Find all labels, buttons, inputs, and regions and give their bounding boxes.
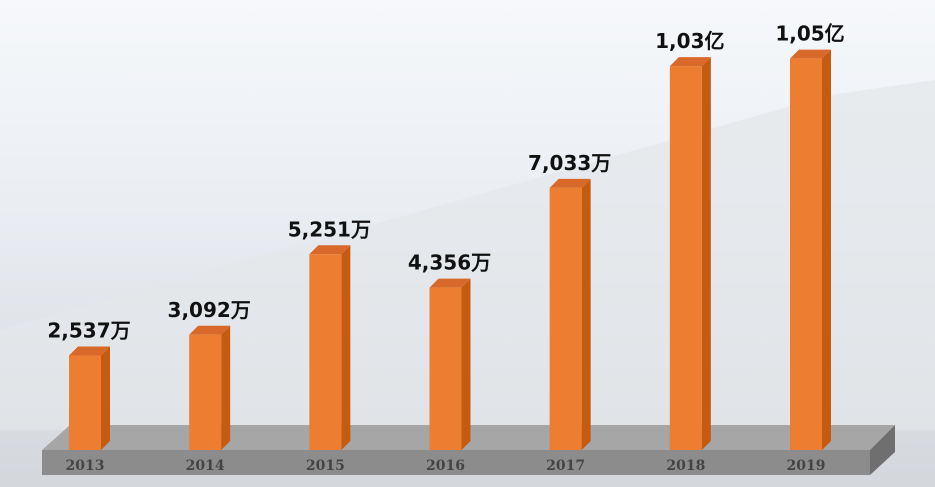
value-label: 4,356万 [408,251,491,275]
bar-top [309,245,351,255]
x-tick-label: 2017 [546,458,585,474]
x-tick-label: 2016 [426,458,465,474]
bar-side [341,245,351,450]
bar-top [790,49,831,59]
bar-side [221,325,231,450]
bar-side [461,278,471,450]
bar-top [189,325,231,335]
bar-top [429,278,471,288]
bar [189,325,231,450]
value-label: 7,033万 [528,151,611,175]
bar-front [189,334,222,450]
x-tick-label: 2019 [787,458,826,474]
bar [69,346,110,450]
value-label: 1,03亿 [655,29,724,53]
value-label: 3,092万 [168,298,251,322]
bar-top [69,346,110,356]
value-label: 2,537万 [47,318,130,342]
value-label: 5,251万 [288,217,371,241]
bar-side [701,57,711,450]
x-tick-label: 2015 [306,458,345,474]
bar [669,57,711,450]
bar-side [581,178,591,451]
value-label: 1,05亿 [775,22,844,46]
platform-side [870,425,895,475]
x-tick-label: 2014 [186,458,225,474]
x-tick-label: 2013 [66,458,105,474]
bar [309,245,351,450]
bar-top [669,57,711,67]
bar-front [790,58,822,451]
platform-front [42,450,870,475]
bar-side [101,346,110,450]
bar [790,49,831,451]
bar-front [429,287,462,450]
bar-front [669,66,702,450]
bar [549,178,591,451]
bar-top [549,178,591,188]
x-tick-label: 2018 [666,458,705,474]
bar-side [822,49,831,451]
bar-front [309,254,342,450]
bar-front [69,355,101,450]
bar [429,278,471,450]
bar-front [549,187,582,451]
